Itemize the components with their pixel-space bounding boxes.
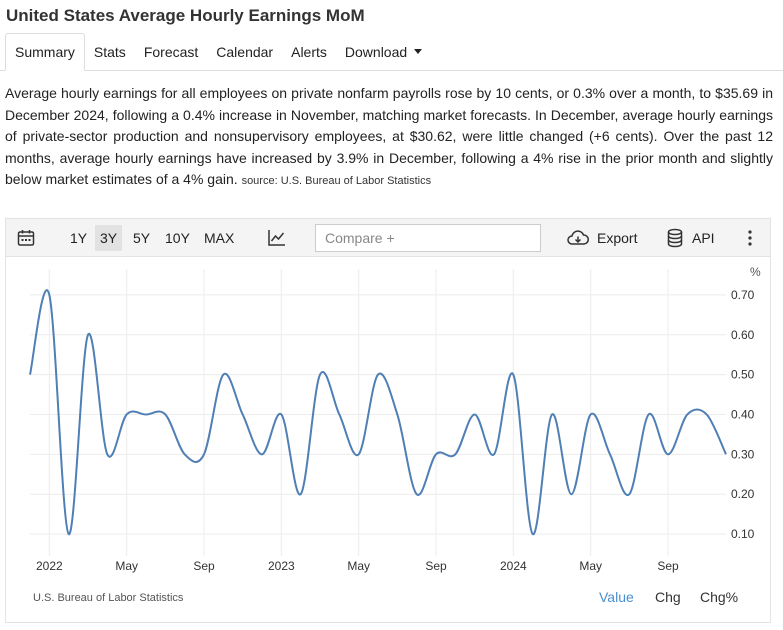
data-point[interactable] <box>510 372 516 378</box>
caret-down-icon <box>414 49 423 54</box>
data-point[interactable] <box>433 451 439 457</box>
cloud-download-icon <box>567 230 589 245</box>
range-1y[interactable]: 1Y <box>70 230 88 246</box>
range-3y[interactable]: 3Y <box>95 225 123 251</box>
y-tick-label: 0.60 <box>731 328 755 342</box>
calendar-icon[interactable] <box>16 219 36 257</box>
range-5y[interactable]: 5Y <box>133 230 151 246</box>
chart-toolbar: 1Y 3Y 5Y 10Y MAX Export <box>6 219 770 257</box>
data-point[interactable] <box>259 451 265 457</box>
data-point[interactable] <box>298 491 304 497</box>
data-point[interactable] <box>646 411 652 417</box>
database-icon <box>667 228 683 248</box>
data-point[interactable] <box>394 411 400 417</box>
data-point[interactable] <box>317 372 323 378</box>
x-tick-label: Sep <box>425 559 447 573</box>
x-tick-label: May <box>347 559 370 573</box>
page-title: United States Average Hourly Earnings Mo… <box>6 6 365 25</box>
description: Average hourly earnings for all employee… <box>5 83 773 193</box>
chg-percent-button[interactable]: Chg% <box>700 589 739 605</box>
data-point[interactable] <box>414 491 420 497</box>
data-point[interactable] <box>220 372 226 378</box>
export-label: Export <box>597 230 638 246</box>
chart-source: U.S. Bureau of Labor Statistics <box>33 592 184 604</box>
data-point[interactable] <box>704 411 710 417</box>
x-tick-label: Sep <box>193 559 215 573</box>
series-line <box>29 289 727 536</box>
data-point[interactable] <box>356 451 362 457</box>
data-point[interactable] <box>278 411 284 417</box>
api-button[interactable]: API <box>666 219 715 257</box>
x-tick-label: Sep <box>657 559 679 573</box>
data-point[interactable] <box>626 491 632 497</box>
data-point[interactable] <box>85 332 91 338</box>
x-tick-label: 2023 <box>268 559 295 573</box>
line-chart-icon[interactable] <box>267 219 287 257</box>
y-tick-label: 0.30 <box>731 447 755 461</box>
line-chart: % 0.10 0.20 0.30 0.40 0.50 0.60 0.70 2022 May Sep 2… <box>27 265 761 573</box>
x-tick-label: May <box>115 559 138 573</box>
data-point[interactable] <box>472 411 478 417</box>
value-button[interactable]: Value <box>599 589 634 605</box>
chg-button[interactable]: Chg <box>655 589 681 605</box>
chart-panel: 1Y 3Y 5Y 10Y MAX Export <box>5 218 771 623</box>
data-point[interactable] <box>336 411 342 417</box>
data-point[interactable] <box>375 372 381 378</box>
tab-stats[interactable]: Stats <box>93 43 126 60</box>
data-point[interactable] <box>549 411 555 417</box>
tab-download-label: Download <box>344 43 408 60</box>
data-point[interactable] <box>27 372 33 378</box>
data-point[interactable] <box>143 411 149 417</box>
data-point[interactable] <box>201 451 207 457</box>
export-button[interactable]: Export <box>566 219 637 257</box>
data-point[interactable] <box>607 451 613 457</box>
compare-input[interactable] <box>315 224 541 252</box>
data-point[interactable] <box>665 451 671 457</box>
data-point[interactable] <box>588 411 594 417</box>
x-tick-label: 2022 <box>36 559 63 573</box>
data-point[interactable] <box>684 411 690 417</box>
y-tick-label: 0.40 <box>731 407 755 421</box>
description-text: Average hourly earnings for all employee… <box>5 85 773 187</box>
data-point[interactable] <box>491 451 497 457</box>
tab-download[interactable]: Download <box>336 33 431 70</box>
data-point[interactable] <box>162 411 168 417</box>
data-point[interactable] <box>723 451 729 457</box>
data-point[interactable] <box>452 451 458 457</box>
data-point[interactable] <box>530 531 536 537</box>
y-unit-label: % <box>750 265 761 279</box>
tab-bar: Summary Stats Forecast Calendar Alerts D… <box>0 33 783 71</box>
tab-forecast[interactable]: Forecast <box>143 43 199 60</box>
data-point[interactable] <box>46 292 52 298</box>
y-tick-label: 0.70 <box>731 288 755 302</box>
data-point[interactable] <box>66 531 72 537</box>
tab-alerts[interactable]: Alerts <box>291 43 327 60</box>
data-point[interactable] <box>182 451 188 457</box>
tab-summary[interactable]: Summary <box>5 33 85 71</box>
range-max[interactable]: MAX <box>204 230 235 246</box>
y-tick-label: 0.50 <box>731 368 755 382</box>
data-point[interactable] <box>124 411 130 417</box>
api-label: API <box>692 230 715 246</box>
range-10y[interactable]: 10Y <box>165 230 190 246</box>
y-tick-label: 0.20 <box>731 487 755 501</box>
data-point[interactable] <box>240 411 246 417</box>
x-tick-label: May <box>579 559 602 573</box>
description-source: source: U.S. Bureau of Labor Statistics <box>241 175 432 187</box>
data-point[interactable] <box>568 491 574 497</box>
x-tick-label: 2024 <box>500 559 527 573</box>
data-point[interactable] <box>104 451 110 457</box>
y-tick-label: 0.10 <box>731 527 755 541</box>
tab-calendar[interactable]: Calendar <box>216 43 274 60</box>
more-vertical-icon[interactable] <box>747 219 753 257</box>
